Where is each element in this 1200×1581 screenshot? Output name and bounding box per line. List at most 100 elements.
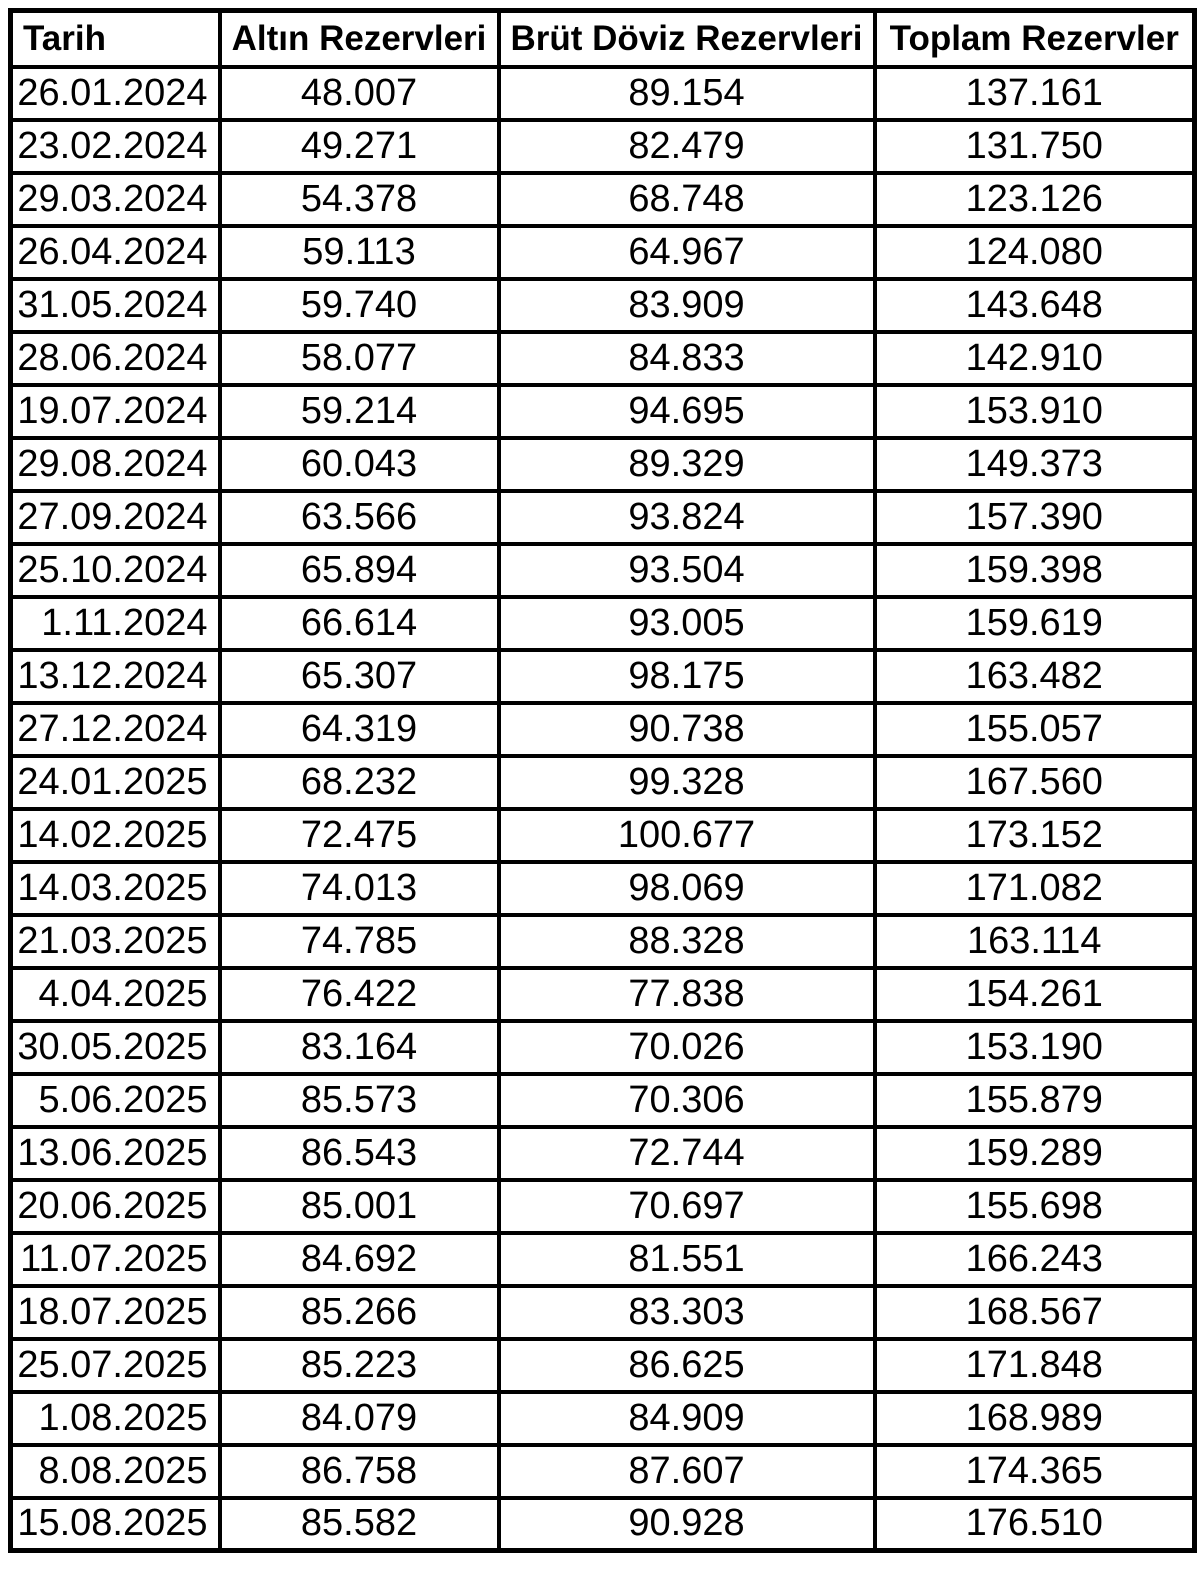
cell-total: 155.057: [872, 700, 1197, 758]
table-row: 27.12.2024 64.319 90.738 155.057: [8, 700, 1197, 758]
cell-fx: 83.303: [496, 1283, 877, 1341]
cell-total: 166.243: [872, 1230, 1197, 1288]
table-row: 26.01.2024 48.007 89.154 137.161: [8, 64, 1197, 122]
column-header-gold: Altın Rezervleri: [217, 8, 501, 69]
cell-fx: 98.069: [496, 859, 877, 917]
table-row: 1.08.2025 84.079 84.909 168.989: [8, 1389, 1197, 1447]
cell-gold: 59.113: [217, 223, 501, 281]
cell-fx: 93.824: [496, 488, 877, 546]
table-row: 28.06.2024 58.077 84.833 142.910: [8, 329, 1197, 387]
table-row: 18.07.2025 85.266 83.303 168.567: [8, 1283, 1197, 1341]
cell-total: 159.398: [872, 541, 1197, 599]
table-row: 13.12.2024 65.307 98.175 163.482: [8, 647, 1197, 705]
cell-total: 168.989: [872, 1389, 1197, 1447]
cell-date: 20.06.2025: [8, 1177, 222, 1235]
cell-gold: 83.164: [217, 1018, 501, 1076]
cell-fx: 90.928: [496, 1495, 877, 1553]
column-header-date: Tarih: [8, 8, 222, 69]
cell-total: 163.482: [872, 647, 1197, 705]
cell-total: 124.080: [872, 223, 1197, 281]
cell-date: 18.07.2025: [8, 1283, 222, 1341]
table-row: 25.07.2025 85.223 86.625 171.848: [8, 1336, 1197, 1394]
cell-total: 153.190: [872, 1018, 1197, 1076]
table-row: 26.04.2024 59.113 64.967 124.080: [8, 223, 1197, 281]
cell-total: 173.152: [872, 806, 1197, 864]
cell-gold: 76.422: [217, 965, 501, 1023]
cell-total: 168.567: [872, 1283, 1197, 1341]
table-row: 27.09.2024 63.566 93.824 157.390: [8, 488, 1197, 546]
cell-fx: 70.026: [496, 1018, 877, 1076]
table-row: 29.03.2024 54.378 68.748 123.126: [8, 170, 1197, 228]
cell-fx: 99.328: [496, 753, 877, 811]
cell-date: 25.07.2025: [8, 1336, 222, 1394]
cell-gold: 84.692: [217, 1230, 501, 1288]
cell-gold: 85.001: [217, 1177, 501, 1235]
cell-total: 143.648: [872, 276, 1197, 334]
cell-total: 157.390: [872, 488, 1197, 546]
cell-date: 13.12.2024: [8, 647, 222, 705]
cell-total: 171.848: [872, 1336, 1197, 1394]
cell-fx: 93.504: [496, 541, 877, 599]
cell-total: 163.114: [872, 912, 1197, 970]
cell-date: 4.04.2025: [8, 965, 222, 1023]
cell-fx: 82.479: [496, 117, 877, 175]
cell-date: 15.08.2025: [8, 1495, 222, 1553]
cell-fx: 89.329: [496, 435, 877, 493]
cell-total: 176.510: [872, 1495, 1197, 1553]
cell-gold: 74.013: [217, 859, 501, 917]
cell-date: 24.01.2025: [8, 753, 222, 811]
table-row: 13.06.2025 86.543 72.744 159.289: [8, 1124, 1197, 1182]
table-row: 14.02.2025 72.475 100.677 173.152: [8, 806, 1197, 864]
table-row: 21.03.2025 74.785 88.328 163.114: [8, 912, 1197, 970]
cell-date: 21.03.2025: [8, 912, 222, 970]
table-row: 19.07.2024 59.214 94.695 153.910: [8, 382, 1197, 440]
cell-gold: 85.223: [217, 1336, 501, 1394]
cell-gold: 68.232: [217, 753, 501, 811]
cell-fx: 81.551: [496, 1230, 877, 1288]
cell-date: 14.03.2025: [8, 859, 222, 917]
table-row: 5.06.2025 85.573 70.306 155.879: [8, 1071, 1197, 1129]
cell-date: 30.05.2025: [8, 1018, 222, 1076]
cell-gold: 54.378: [217, 170, 501, 228]
table-row: 23.02.2024 49.271 82.479 131.750: [8, 117, 1197, 175]
cell-date: 5.06.2025: [8, 1071, 222, 1129]
column-header-fx: Brüt Döviz Rezervleri: [496, 8, 877, 69]
cell-gold: 49.271: [217, 117, 501, 175]
cell-fx: 77.838: [496, 965, 877, 1023]
table-row: 11.07.2025 84.692 81.551 166.243: [8, 1230, 1197, 1288]
cell-fx: 64.967: [496, 223, 877, 281]
cell-gold: 85.582: [217, 1495, 501, 1553]
cell-total: 153.910: [872, 382, 1197, 440]
cell-fx: 93.005: [496, 594, 877, 652]
table-header: Tarih Altın Rezervleri Brüt Döviz Rezerv…: [8, 8, 1197, 69]
cell-gold: 84.079: [217, 1389, 501, 1447]
cell-gold: 59.214: [217, 382, 501, 440]
table-row: 29.08.2024 60.043 89.329 149.373: [8, 435, 1197, 493]
cell-total: 167.560: [872, 753, 1197, 811]
cell-date: 13.06.2025: [8, 1124, 222, 1182]
cell-total: 142.910: [872, 329, 1197, 387]
cell-total: 137.161: [872, 64, 1197, 122]
cell-date: 27.09.2024: [8, 488, 222, 546]
table-body: 26.01.2024 48.007 89.154 137.161 23.02.2…: [8, 64, 1197, 1553]
cell-gold: 58.077: [217, 329, 501, 387]
cell-fx: 87.607: [496, 1442, 877, 1500]
cell-fx: 86.625: [496, 1336, 877, 1394]
cell-fx: 100.677: [496, 806, 877, 864]
table-row: 14.03.2025 74.013 98.069 171.082: [8, 859, 1197, 917]
reserves-table: Tarih Altın Rezervleri Brüt Döviz Rezerv…: [8, 8, 1197, 1553]
cell-fx: 88.328: [496, 912, 877, 970]
cell-fx: 98.175: [496, 647, 877, 705]
cell-total: 174.365: [872, 1442, 1197, 1500]
header-row: Tarih Altın Rezervleri Brüt Döviz Rezerv…: [8, 8, 1197, 69]
cell-date: 8.08.2025: [8, 1442, 222, 1500]
cell-date: 25.10.2024: [8, 541, 222, 599]
cell-fx: 84.833: [496, 329, 877, 387]
cell-fx: 83.909: [496, 276, 877, 334]
cell-total: 123.126: [872, 170, 1197, 228]
cell-gold: 60.043: [217, 435, 501, 493]
table-row: 24.01.2025 68.232 99.328 167.560: [8, 753, 1197, 811]
table-row: 20.06.2025 85.001 70.697 155.698: [8, 1177, 1197, 1235]
cell-fx: 84.909: [496, 1389, 877, 1447]
